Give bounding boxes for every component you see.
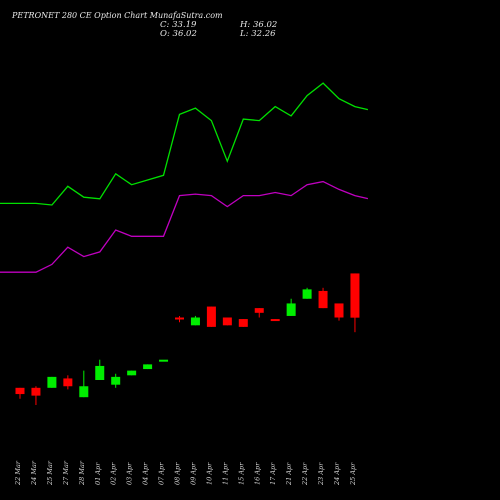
candle-body <box>175 317 184 320</box>
open-value: O: 36.02 <box>160 29 197 39</box>
x-tick-label: 24 Mar <box>30 460 38 486</box>
x-tick-label: 08 Apr <box>174 462 182 485</box>
candle-body <box>350 273 360 318</box>
x-tick-label: 01 Apr <box>94 462 102 485</box>
candle-body <box>79 386 89 398</box>
candle-body <box>31 387 41 396</box>
candle-body <box>127 370 137 376</box>
candle-body <box>334 303 344 318</box>
x-tick-label: 25 Apr <box>349 462 357 486</box>
series-line-2 <box>0 180 369 273</box>
candle-body <box>111 376 121 385</box>
candle-body <box>190 317 200 326</box>
chart-title: PETRONET 280 CE Option Chart MunafaSutra… <box>12 11 223 20</box>
candle-body <box>302 289 312 299</box>
x-tick-label: 02 Apr <box>110 462 118 485</box>
x-tick-label: 16 Apr <box>253 462 261 485</box>
x-tick-label: 10 Apr <box>205 462 213 485</box>
x-tick-label: 23 Apr <box>317 462 325 486</box>
x-tick-label: 03 Apr <box>126 462 134 485</box>
x-tick-label: 07 Apr <box>158 462 166 485</box>
x-tick-label: 21 Apr <box>285 462 293 486</box>
x-tick-label: 24 Apr <box>333 462 341 486</box>
high-value: H: 36.02 <box>240 20 278 30</box>
x-tick-label: 22 Apr <box>301 462 309 486</box>
x-tick-label: 27 Mar <box>62 460 70 486</box>
x-tick-label: 15 Apr <box>237 462 245 485</box>
candle-body <box>206 306 216 327</box>
x-tick-label: 25 Mar <box>46 460 54 486</box>
candle-body <box>270 319 280 322</box>
x-tick-label: 17 Apr <box>269 462 277 485</box>
candle-body <box>222 317 232 326</box>
candle-body <box>15 387 25 395</box>
candle-body <box>286 303 296 316</box>
x-tick-label: 22 Mar <box>14 460 22 486</box>
x-tick-label: 28 Mar <box>78 460 86 486</box>
candle-body <box>143 364 153 370</box>
candle-body <box>254 308 264 313</box>
candle-body <box>238 319 248 327</box>
candle-body <box>63 378 73 387</box>
x-tick-label: 11 Apr <box>221 462 229 485</box>
candle-body <box>159 359 169 362</box>
series-line-1 <box>0 82 369 206</box>
low-value: L: 32.26 <box>240 29 276 39</box>
x-tick-label: 04 Apr <box>142 462 150 485</box>
close-value: C: 33.19 <box>160 20 197 30</box>
candle-body <box>318 290 328 309</box>
candle-body <box>47 376 57 388</box>
candle-body <box>95 365 105 380</box>
x-tick-label: 09 Apr <box>189 462 197 485</box>
